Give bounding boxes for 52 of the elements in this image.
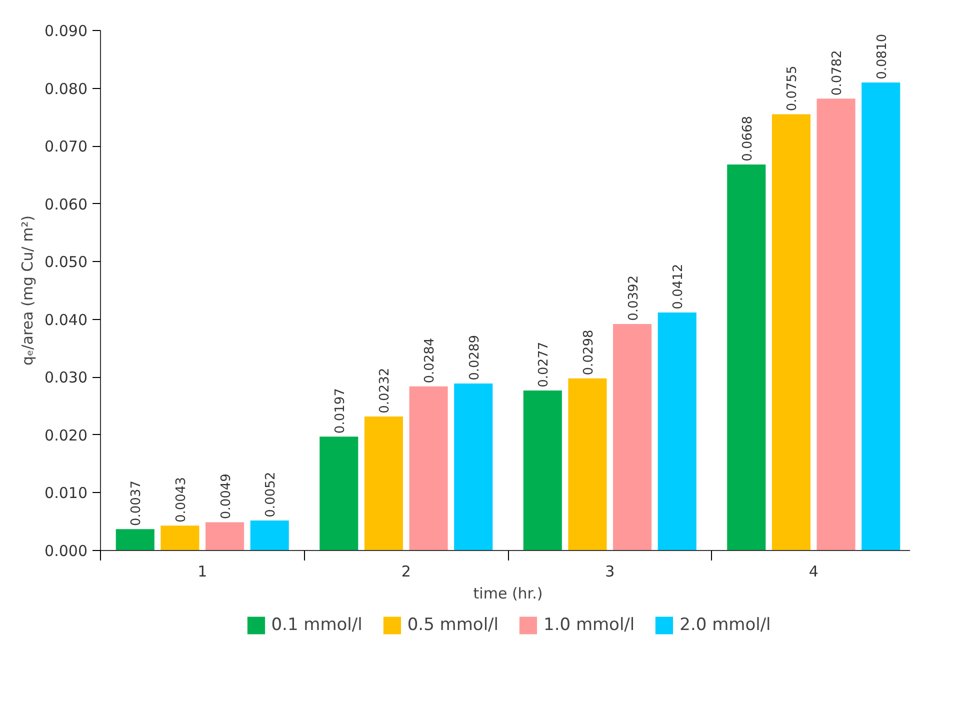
- x-tick-label: 1: [198, 562, 208, 580]
- bar: [364, 416, 403, 550]
- data-label: 0.0284: [422, 338, 438, 384]
- y-tick-label: 0.030: [44, 368, 88, 387]
- bar: [409, 386, 448, 550]
- x-tick-label: 4: [808, 562, 818, 580]
- data-label: 0.0197: [332, 388, 348, 434]
- data-label: 0.0277: [536, 342, 552, 388]
- data-label: 0.0755: [785, 66, 800, 112]
- bar: [613, 324, 652, 550]
- bar: [523, 390, 562, 550]
- x-tick-label: 2: [401, 562, 411, 580]
- y-tick-label: 0.080: [44, 80, 88, 98]
- legend-label: 1.0 mmol/l: [544, 615, 635, 635]
- data-label: 0.0668: [740, 116, 756, 162]
- data-label: 0.0298: [581, 330, 596, 376]
- y-tick-label: 0.070: [44, 138, 88, 156]
- bar: [320, 436, 358, 550]
- bar: [772, 114, 810, 550]
- data-label: 0.0052: [264, 472, 279, 518]
- y-axis-title: qₑ/area (mg Cu/ m²): [18, 215, 37, 366]
- bar: [206, 522, 244, 550]
- y-tick-label: 0.010: [44, 484, 88, 502]
- bar: [250, 520, 289, 550]
- y-tick-label: 0.050: [44, 253, 88, 272]
- x-tick-label: 3: [605, 562, 615, 580]
- bar: [816, 98, 856, 550]
- bar: [727, 164, 766, 550]
- data-label: 0.0782: [830, 50, 846, 96]
- data-label: 0.0232: [378, 368, 393, 414]
- y-tick-label: 0.040: [44, 310, 88, 329]
- y-tick-label: 0.090: [44, 22, 88, 40]
- legend-label: 0.1 mmol/l: [271, 615, 362, 635]
- data-label: 0.0289: [467, 334, 482, 380]
- y-tick-label: 0.060: [44, 195, 88, 214]
- data-label: 0.0043: [174, 477, 189, 523]
- bar: [862, 82, 900, 550]
- bar: [568, 378, 607, 550]
- data-label: 0.0037: [129, 480, 144, 526]
- data-label: 0.0412: [671, 264, 686, 310]
- y-tick-label: 0.000: [44, 542, 88, 560]
- data-label: 0.0392: [626, 275, 642, 321]
- y-tick-label: 0.020: [44, 426, 88, 444]
- bar: [658, 312, 696, 550]
- legend-label: 2.0 mmol/l: [680, 615, 771, 635]
- bar: [116, 529, 154, 550]
- data-label: 0.0810: [874, 34, 890, 80]
- legend-label: 0.5 mmol/l: [407, 615, 498, 635]
- x-axis-title: time (hr.): [473, 584, 543, 602]
- bar: [160, 526, 200, 550]
- bar: [454, 384, 493, 550]
- data-label: 0.0049: [218, 474, 234, 520]
